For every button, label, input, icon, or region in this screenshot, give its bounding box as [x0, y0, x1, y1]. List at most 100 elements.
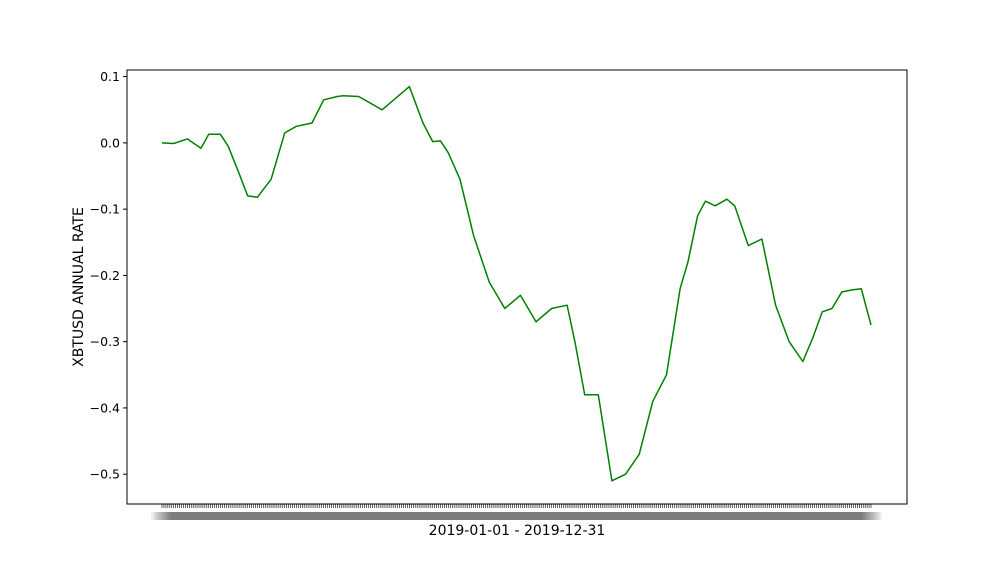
- x-tick-label-overlap: [540, 512, 563, 520]
- x-tick-label-overlap: [168, 512, 191, 520]
- x-tick-label-overlap: [382, 512, 405, 520]
- x-tick-label-overlap: [293, 512, 316, 520]
- x-tick-label-overlap: [417, 512, 440, 520]
- x-tick-label-overlap: [655, 512, 678, 520]
- x-tick-label-overlap: [616, 512, 639, 520]
- x-tick-label-overlap: [466, 512, 489, 520]
- x-tick-label-overlap: [427, 512, 450, 520]
- x-tick-label-overlap: [560, 512, 583, 520]
- x-tick-label-overlap: [692, 512, 715, 520]
- x-tick-label-overlap: [610, 512, 633, 520]
- x-tick-label-overlap: [641, 512, 664, 520]
- x-tick-label-overlap: [782, 512, 805, 520]
- x-tick-label-overlap: [226, 512, 249, 520]
- x-tick-label-overlap: [396, 512, 419, 520]
- y-tick-label: −0.5: [90, 467, 120, 482]
- x-tick-label-overlap: [725, 512, 748, 520]
- x-tick-label-overlap: [647, 512, 670, 520]
- x-tick-label-overlap: [521, 512, 544, 520]
- x-tick-label-overlap: [201, 512, 224, 520]
- x-tick-label-overlap: [854, 512, 877, 520]
- y-tick-label: −0.3: [90, 334, 120, 349]
- x-tick-label-overlap: [406, 512, 429, 520]
- x-tick-label-overlap: [322, 512, 345, 520]
- x-tick-label-overlap: [388, 512, 411, 520]
- x-tick-label-overlap: [797, 512, 820, 520]
- x-tick-label-overlap: [337, 512, 360, 520]
- x-tick-label-overlap: [470, 512, 493, 520]
- x-tick-label-overlap: [314, 512, 337, 520]
- x-tick-label-overlap: [822, 512, 845, 520]
- x-tick-label-overlap: [828, 512, 851, 520]
- x-tick-label-overlap: [780, 512, 803, 520]
- x-tick-label-overlap: [176, 512, 199, 520]
- x-tick-label-overlap: [589, 512, 612, 520]
- x-tick-label-overlap: [273, 512, 296, 520]
- x-tick-label-overlap: [244, 512, 267, 520]
- x-tick-label-overlap: [517, 512, 540, 520]
- x-tick-label-overlap: [774, 512, 797, 520]
- x-tick-label-overlap: [225, 512, 248, 520]
- x-tick-label-overlap: [713, 512, 736, 520]
- x-tick-label-overlap: [793, 512, 816, 520]
- x-tick-label-overlap: [199, 512, 222, 520]
- x-tick-label-overlap: [474, 512, 497, 520]
- y-tick-label: −0.2: [90, 268, 120, 283]
- x-tick-label-overlap: [213, 512, 236, 520]
- x-tick-label-overlap: [511, 512, 534, 520]
- x-tick-label-overlap: [768, 512, 791, 520]
- x-tick-label-overlap: [217, 512, 240, 520]
- x-tick-label-overlap: [696, 512, 719, 520]
- x-tick-label-overlap: [515, 512, 538, 520]
- x-tick-label-overlap: [778, 512, 801, 520]
- x-tick-label-overlap: [620, 512, 643, 520]
- x-tick-label-overlap: [659, 512, 682, 520]
- x-tick-label-overlap: [830, 512, 853, 520]
- x-tick-label-overlap: [174, 512, 197, 520]
- x-tick-label-overlap: [597, 512, 620, 520]
- x-tick-label-overlap: [447, 512, 470, 520]
- x-tick-label-overlap: [320, 512, 343, 520]
- x-tick-label-overlap: [332, 512, 355, 520]
- x-tick-label-overlap: [324, 512, 347, 520]
- x-tick-label-overlap: [240, 512, 263, 520]
- x-tick-label-overlap: [811, 512, 834, 520]
- x-tick-label-overlap: [189, 512, 212, 520]
- x-tick-label-overlap: [486, 512, 509, 520]
- x-tick-label-overlap: [567, 512, 590, 520]
- x-tick-label-overlap: [741, 512, 764, 520]
- x-tick-label-overlap: [339, 512, 362, 520]
- x-tick-label-overlap: [271, 512, 294, 520]
- x-tick-label-overlap: [456, 512, 479, 520]
- x-tick-label-overlap: [209, 512, 232, 520]
- x-axis-tick-labels: [151, 512, 882, 520]
- x-tick-label-overlap: [846, 512, 869, 520]
- x-tick-label-overlap: [318, 512, 341, 520]
- x-tick-label-overlap: [552, 512, 575, 520]
- x-tick-label-overlap: [464, 512, 487, 520]
- x-tick-label-overlap: [435, 512, 458, 520]
- x-tick-label-overlap: [400, 512, 423, 520]
- x-tick-label-overlap: [476, 512, 499, 520]
- x-tick-label-overlap: [815, 512, 838, 520]
- x-axis-label: 2019-01-01 - 2019-12-31: [429, 523, 606, 539]
- x-tick-label-overlap: [673, 512, 696, 520]
- x-tick-label-overlap: [680, 512, 703, 520]
- x-tick-label-overlap: [598, 512, 621, 520]
- x-tick-label-overlap: [715, 512, 738, 520]
- x-tick-label-overlap: [536, 512, 559, 520]
- x-tick-label-overlap: [630, 512, 653, 520]
- x-tick-label-overlap: [682, 512, 705, 520]
- x-tick-label-overlap: [766, 512, 789, 520]
- x-tick-label-overlap: [671, 512, 694, 520]
- x-tick-label-overlap: [295, 512, 318, 520]
- x-tick-label-overlap: [489, 512, 512, 520]
- x-tick-label-overlap: [184, 512, 207, 520]
- x-tick-label-overlap: [579, 512, 602, 520]
- x-tick-label-overlap: [443, 512, 466, 520]
- x-tick-label-overlap: [419, 512, 442, 520]
- x-tick-label-overlap: [760, 512, 783, 520]
- x-tick-label-overlap: [852, 512, 875, 520]
- x-tick-label-overlap: [219, 512, 242, 520]
- x-tick-label-overlap: [698, 512, 721, 520]
